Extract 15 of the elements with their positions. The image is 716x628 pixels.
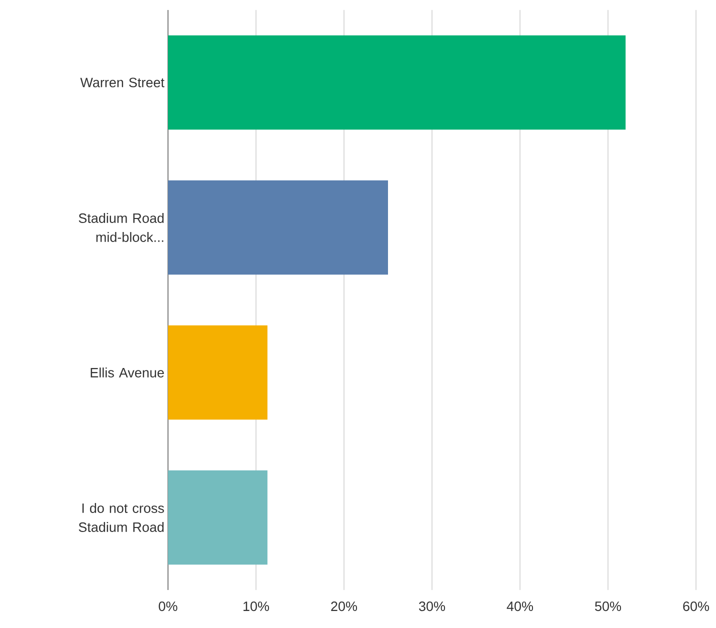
x-tick-label: 0%	[158, 602, 178, 612]
x-tick-label: 50%	[595, 602, 622, 612]
bar	[168, 325, 268, 420]
y-tick-label: Ellis Avenue	[90, 368, 164, 378]
x-tick-label: 20%	[331, 602, 358, 612]
bar	[168, 180, 388, 275]
y-tick-label: Stadium Road mid-block...	[78, 213, 164, 242]
y-tick-label: I do not cross Stadium Road	[78, 503, 164, 532]
x-tick-label: 30%	[419, 602, 446, 612]
y-tick-label: Warren Street	[80, 78, 164, 88]
bar	[168, 35, 626, 130]
x-tick-label: 40%	[506, 602, 534, 612]
bar	[168, 470, 268, 565]
x-tick-label: 60%	[683, 602, 710, 612]
x-tick-label: 10%	[244, 602, 270, 612]
